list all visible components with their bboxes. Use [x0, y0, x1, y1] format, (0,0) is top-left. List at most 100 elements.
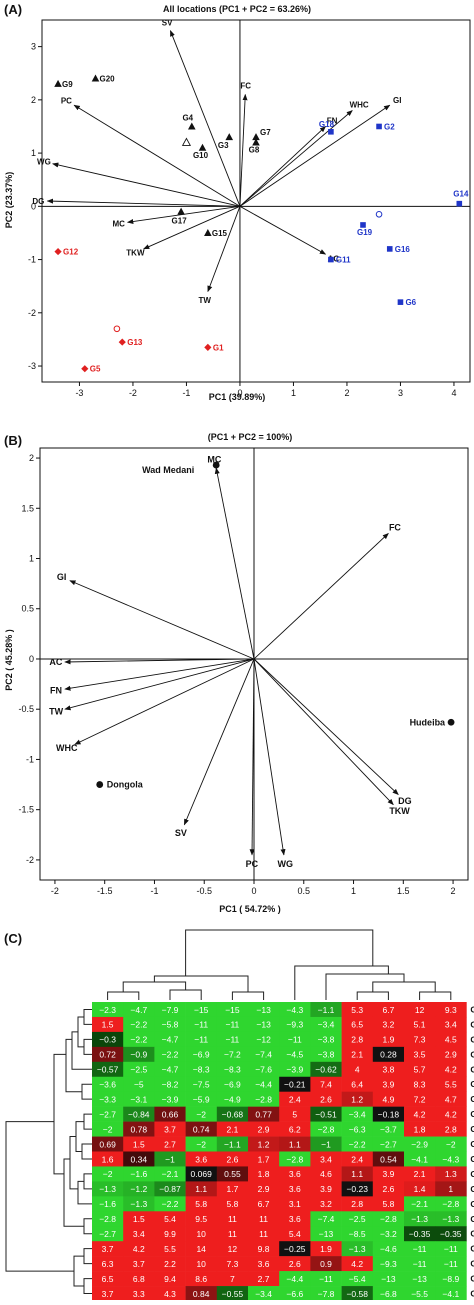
x-tick-label: -2	[51, 886, 59, 896]
heatmap-cell	[216, 1271, 249, 1287]
vector-arrow	[249, 658, 255, 856]
heatmap-cell-value: −1	[321, 1139, 331, 1149]
heatmap-cell-value: −2.1	[162, 1169, 179, 1179]
heatmap-cell-value: −2.5	[349, 1214, 366, 1224]
heatmap-cell-value: 0.69	[99, 1139, 116, 1149]
heatmap-cell	[92, 1076, 124, 1092]
point-label: G16	[395, 245, 411, 254]
heatmap-cell	[154, 1031, 186, 1048]
heatmap-cell-value: −2.2	[349, 1139, 366, 1149]
heatmap-cell-value: −0.68	[222, 1109, 244, 1119]
y-tick-label: -1.5	[18, 805, 34, 815]
row-label: G13	[470, 1259, 474, 1269]
heatmap-cell	[216, 1016, 249, 1033]
heatmap-cell	[310, 1211, 342, 1227]
heatmap-cell	[404, 1286, 436, 1302]
heatmap-cell	[123, 1136, 155, 1152]
heatmap-cell	[216, 1241, 249, 1257]
heatmap-cell-value: −8.3	[193, 1065, 210, 1075]
point-marker	[54, 247, 62, 256]
heatmap-cell	[248, 1271, 280, 1287]
heatmap-cell	[279, 1002, 311, 1018]
heatmap-cell	[341, 1031, 374, 1048]
heatmap-cell	[310, 1121, 342, 1137]
heatmap-cell-value: 6.7	[258, 1199, 270, 1209]
heatmap-cell	[404, 1106, 436, 1122]
heatmap-cell	[123, 1091, 155, 1107]
vector-label: SV	[162, 18, 173, 27]
heatmap-cell-value: −1.3	[442, 1214, 459, 1224]
heatmap-cell	[248, 1151, 280, 1167]
heatmap-cell-value: 3.7	[102, 1244, 114, 1254]
point-marker	[204, 343, 212, 351]
heatmap-cell-value: 3.6	[258, 1259, 270, 1269]
row-label: G16	[470, 1034, 474, 1044]
x-tick-label: 4	[451, 388, 456, 398]
heatmap-cell	[92, 1106, 124, 1122]
vector-arrow	[253, 532, 389, 660]
heatmap-cell-value: 2.8	[351, 1035, 363, 1045]
x-tick-label: 2	[451, 886, 456, 896]
vector-label: TW	[49, 707, 63, 717]
heatmap-cell-value: 2.8	[351, 1199, 363, 1209]
heatmap-cell-value: −1	[165, 1154, 175, 1164]
heatmap-cell	[404, 1211, 436, 1227]
heatmap-cell	[216, 1286, 249, 1302]
heatmap-cell	[154, 1106, 186, 1122]
heatmap-cell-value: 1.2	[258, 1139, 270, 1149]
heatmap-cell-value: −4.6	[380, 1244, 397, 1254]
heatmap-cell	[435, 1106, 467, 1122]
heatmap-cell	[92, 1166, 124, 1182]
row-dendrogram-link	[83, 1173, 92, 1190]
point-label: G14	[453, 190, 469, 199]
heatmap-cell-value: 4.9	[382, 1094, 394, 1104]
heatmap-cell	[341, 1076, 374, 1092]
heatmap-cell-value: −2	[446, 1139, 456, 1149]
heatmap-cell-value: −2.2	[162, 1050, 179, 1060]
heatmap-cell-value: −0.62	[315, 1065, 337, 1075]
heatmap-cell-value: 0.54	[380, 1154, 397, 1164]
heatmap-cell	[248, 1016, 280, 1033]
x-tick-label: -2	[129, 388, 137, 398]
heatmap-cell	[372, 1002, 405, 1018]
heatmap-cell-value: −0.25	[284, 1244, 306, 1254]
heatmap-cell	[154, 1061, 186, 1078]
row-label: G7	[470, 1109, 474, 1119]
heatmap-cell-value: 4.2	[133, 1244, 145, 1254]
heatmap-cell-value: 2.8	[445, 1124, 457, 1134]
row-label: G9	[470, 1229, 474, 1239]
heatmap-cell-value: 6.3	[102, 1259, 114, 1269]
heatmap-cell-value: −0.21	[284, 1080, 306, 1090]
heatmap-cell	[185, 1166, 218, 1182]
heatmap-cell	[216, 1166, 249, 1182]
heatmap-cell-value: −2.8	[442, 1199, 459, 1209]
heatmap-cells: −2.3 −4.7 −7.9 −15 −15 −13 −4.3 −1.1 5.3 6.7 12 9.3…	[92, 1002, 467, 1302]
heatmap-cell	[248, 1121, 280, 1137]
heatmap-cell-value: 1.5	[102, 1020, 114, 1030]
point-marker	[181, 137, 192, 146]
heatmap-cell-value: 3.2	[320, 1199, 332, 1209]
heatmap-cell-value: 2.6	[320, 1094, 332, 1104]
heatmap-cell-value: 14	[196, 1244, 206, 1254]
heatmap-cell-value: 3.6	[289, 1214, 301, 1224]
heatmap-cell	[435, 1091, 467, 1107]
heatmap-cell-value: −1.3	[349, 1244, 366, 1254]
point-label: G13	[127, 338, 143, 347]
heatmap-cell	[310, 1136, 342, 1152]
biplot-b-xlabel: PC1 ( 54.72% )	[219, 904, 281, 914]
heatmap-cell	[279, 1226, 311, 1242]
heatmap-cell	[279, 1106, 311, 1122]
point-label: G19	[357, 228, 373, 237]
y-tick-label: 0	[29, 654, 34, 664]
row-dendrogram-link	[77, 1016, 84, 1048]
vector-label: FC	[240, 82, 251, 91]
vector-arrow	[239, 104, 391, 207]
biplot-a-xlabel: PC1 (39.89%)	[209, 392, 266, 402]
heatmap-cell	[310, 1256, 342, 1272]
heatmap-cell-value: 7	[230, 1274, 235, 1284]
point-marker	[188, 122, 196, 130]
heatmap-cell-value: −2	[196, 1139, 206, 1149]
heatmap-cell-value: 2.6	[382, 1184, 394, 1194]
heatmap-cell-value: 9.9	[164, 1229, 176, 1239]
heatmap-cell-value: 0.78	[131, 1124, 148, 1134]
